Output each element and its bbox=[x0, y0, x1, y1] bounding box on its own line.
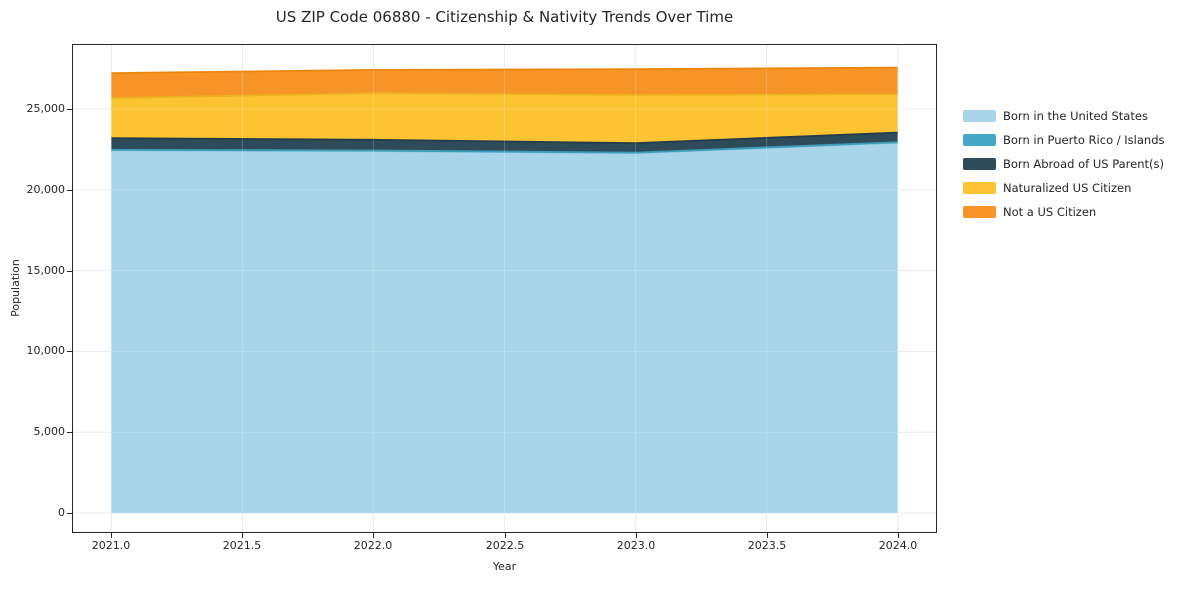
x-tick bbox=[636, 533, 637, 538]
area-edge bbox=[111, 66, 898, 74]
legend-item: Born Abroad of US Parent(s) bbox=[963, 156, 1164, 172]
y-tick bbox=[67, 513, 72, 514]
x-tick bbox=[111, 533, 112, 538]
y-tick-label: 10,000 bbox=[26, 344, 66, 357]
area-not-a-us-citizen bbox=[111, 67, 898, 99]
y-tick bbox=[67, 109, 72, 110]
stacked-area-plot bbox=[72, 44, 937, 533]
y-tick-label: 15,000 bbox=[26, 264, 66, 277]
legend-label: Born Abroad of US Parent(s) bbox=[1003, 157, 1164, 171]
legend-label: Not a US Citizen bbox=[1003, 205, 1097, 219]
legend-swatch bbox=[963, 206, 996, 218]
legend-item: Naturalized US Citizen bbox=[963, 180, 1131, 196]
area-born-abroad-of-us-parent-s- bbox=[111, 132, 898, 153]
y-tick-label: 20,000 bbox=[26, 183, 66, 196]
y-axis-label: Population bbox=[9, 259, 22, 317]
area-edge bbox=[111, 92, 898, 99]
legend-swatch bbox=[963, 134, 996, 146]
area-edge bbox=[111, 141, 898, 154]
y-tick bbox=[67, 271, 72, 272]
x-tick-label: 2021.0 bbox=[91, 539, 131, 552]
x-tick-label: 2023.0 bbox=[616, 539, 656, 552]
legend-item: Born in the United States bbox=[963, 108, 1148, 124]
legend-label: Born in the United States bbox=[1003, 109, 1148, 123]
x-tick bbox=[242, 533, 243, 538]
x-tick bbox=[898, 533, 899, 538]
y-tick bbox=[67, 190, 72, 191]
area-edge bbox=[111, 131, 898, 145]
legend-item: Born in Puerto Rico / Islands bbox=[963, 132, 1165, 148]
x-tick bbox=[373, 533, 374, 538]
x-tick bbox=[767, 533, 768, 538]
y-tick bbox=[67, 351, 72, 352]
area-naturalized-us-citizen bbox=[111, 93, 898, 144]
y-tick-label: 25,000 bbox=[26, 102, 66, 115]
y-tick-label: 0 bbox=[58, 506, 65, 519]
plot-frame bbox=[72, 44, 937, 533]
x-axis-label: Year bbox=[492, 560, 517, 573]
x-tick-label: 2021.5 bbox=[222, 539, 262, 552]
legend-swatch bbox=[963, 158, 996, 170]
y-tick-label: 5,000 bbox=[33, 425, 66, 438]
legend-swatch bbox=[963, 110, 996, 122]
area-born-in-the-united-states bbox=[111, 142, 898, 513]
legend-swatch bbox=[963, 182, 996, 194]
y-tick bbox=[67, 432, 72, 433]
legend-label: Naturalized US Citizen bbox=[1003, 181, 1132, 195]
x-tick-label: 2024.0 bbox=[878, 539, 918, 552]
x-tick-label: 2023.5 bbox=[747, 539, 787, 552]
legend-item: Not a US Citizen bbox=[963, 204, 1096, 220]
legend-label: Born in Puerto Rico / Islands bbox=[1003, 133, 1165, 147]
x-tick bbox=[505, 533, 506, 538]
x-tick-label: 2022.5 bbox=[485, 539, 525, 552]
x-tick-label: 2022.0 bbox=[353, 539, 393, 552]
chart-title: US ZIP Code 06880 - Citizenship & Nativi… bbox=[275, 8, 734, 26]
